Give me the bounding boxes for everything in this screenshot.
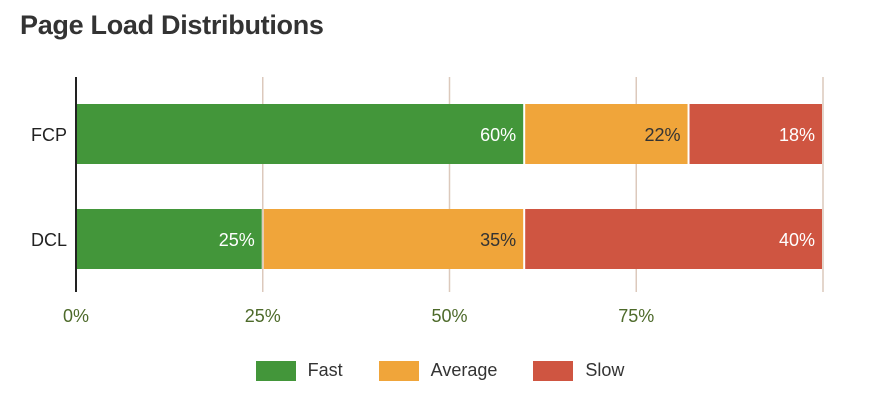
category-label-dcl: DCL (31, 230, 67, 250)
legend: Fast Average Slow (0, 360, 880, 381)
legend-swatch-slow (533, 360, 574, 381)
data-labels: 60% 22% 18% 25% 35% 40% (219, 125, 815, 250)
bar-segment-slow-dcl (525, 209, 822, 269)
bar-segment-average-fcp (525, 104, 688, 164)
bar-segment-average-dcl (263, 209, 524, 269)
data-label: 40% (779, 230, 815, 250)
data-label: 35% (480, 230, 516, 250)
x-tick-label: 25% (245, 306, 281, 326)
legend-label-fast: Fast (307, 360, 343, 380)
legend-item-average: Average (378, 360, 498, 381)
legend-swatch-average (378, 360, 419, 381)
data-label: 60% (480, 125, 516, 145)
x-tick-label: 75% (618, 306, 654, 326)
data-label: 18% (779, 125, 815, 145)
data-label: 25% (219, 230, 255, 250)
legend-item-slow: Slow (533, 360, 624, 381)
bar-segment-slow-fcp (689, 104, 822, 164)
x-tick-label: 0% (63, 306, 89, 326)
data-label: 22% (645, 125, 681, 145)
chart-title: Page Load Distributions (20, 10, 324, 40)
category-label-fcp: FCP (31, 125, 67, 145)
legend-label-average: Average (430, 360, 498, 380)
bars (77, 104, 822, 269)
bar-segment-fast-fcp (77, 104, 524, 164)
legend-label-slow: Slow (585, 360, 625, 380)
legend-item-fast: Fast (255, 360, 343, 381)
bar-segment-fast-dcl (77, 209, 262, 269)
x-tick-label: 50% (431, 306, 467, 326)
axes: FCP DCL 0% 25% 50% 75% (31, 77, 654, 326)
legend-swatch-fast (255, 360, 296, 381)
